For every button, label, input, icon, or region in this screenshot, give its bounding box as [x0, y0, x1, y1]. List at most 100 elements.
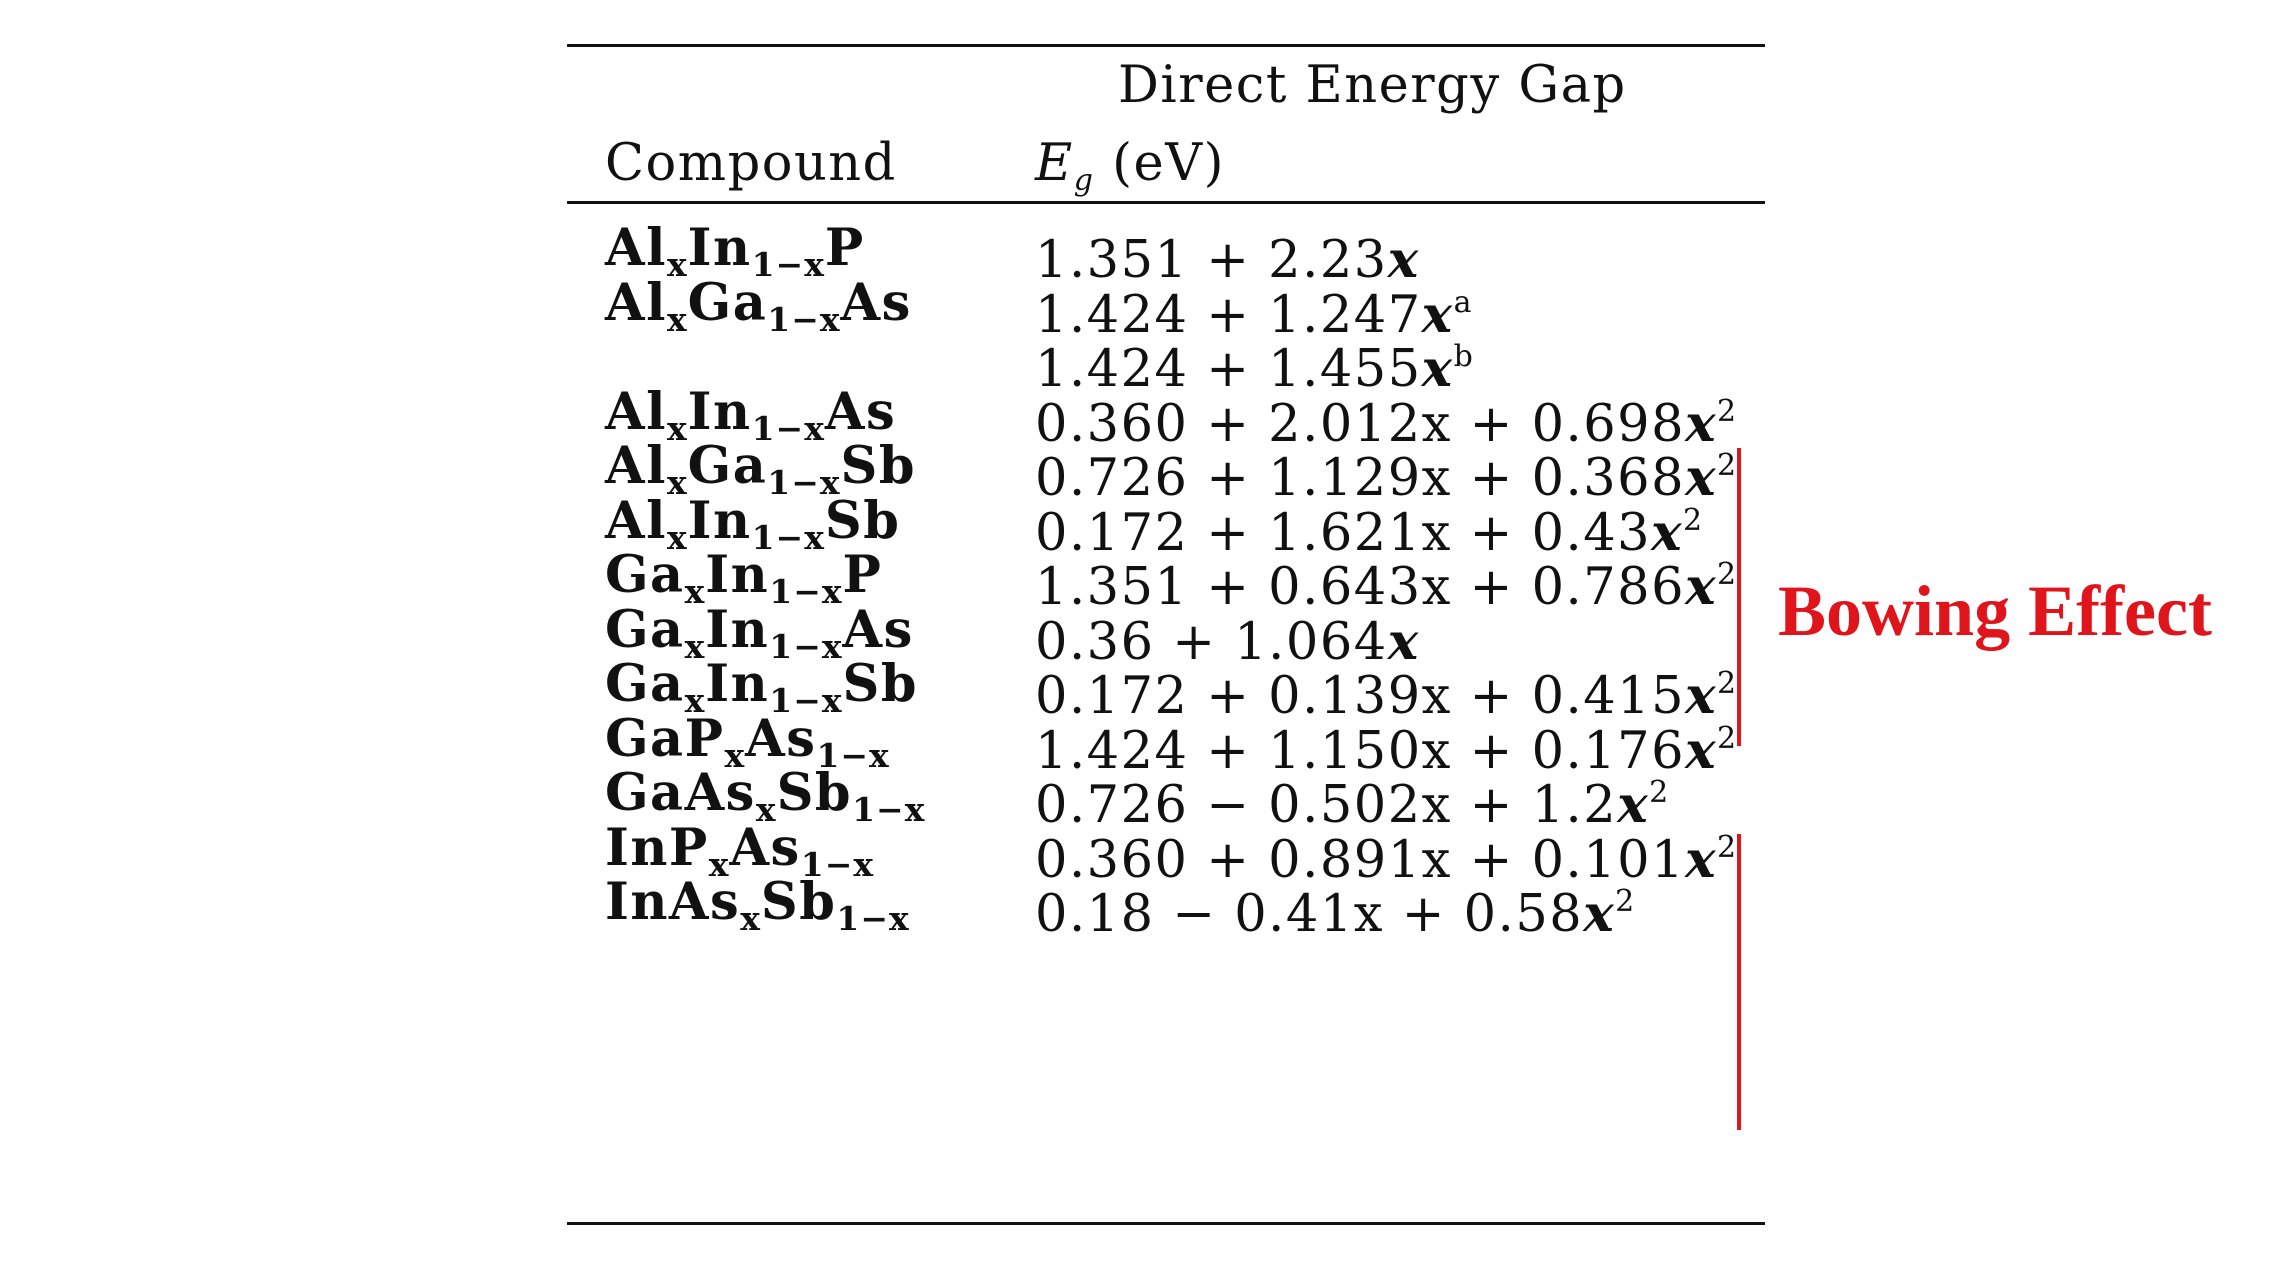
compound-subscript-2: 1−x — [751, 409, 825, 448]
compound-subscript-1: x — [724, 736, 746, 775]
compound-element-2: In — [687, 491, 752, 551]
compound-subscript-2: 1−x — [852, 790, 926, 829]
compound-subscript-1: x — [684, 681, 706, 720]
expression-variable: x — [1685, 721, 1717, 781]
compound-cell: GaxIn1−xSb — [605, 654, 918, 731]
compound-cell: AlxIn1−xAs — [605, 382, 896, 459]
compound-subscript-2: 1−x — [767, 300, 841, 339]
expression-terms: 0.172 + 0.139x + 0.415 — [1035, 667, 1686, 726]
compound-element-2: In — [705, 600, 770, 660]
compound-element-3: As — [824, 382, 897, 442]
compound-element-3: As — [840, 273, 912, 333]
compound-element-1: Al — [605, 218, 667, 278]
expression-variable: x — [1617, 775, 1650, 835]
expression-superscript: a — [1453, 285, 1473, 320]
expression-superscript: b — [1453, 339, 1475, 374]
compound-element-1: GaAs — [605, 763, 756, 823]
compound-element-2: As — [745, 709, 817, 769]
compound-subscript-2: 1−x — [769, 681, 843, 720]
compound-element-2: In — [687, 382, 752, 442]
bowing-bracket-upper — [1737, 448, 1741, 746]
expression-variable: x — [1685, 666, 1717, 726]
compound-subscript-2: 1−x — [816, 736, 890, 775]
expression-terms: 0.360 + 2.012x + 0.698 — [1035, 395, 1686, 454]
expression-terms: 1.351 + 2.23 — [1035, 231, 1388, 290]
compound-element-1: Ga — [605, 545, 685, 605]
compound-element-1: Al — [605, 382, 667, 442]
expression-variable: x — [1685, 830, 1717, 890]
compound-element-2: In — [705, 654, 770, 714]
expression-superscript: 2 — [1615, 884, 1636, 919]
expression-superscript: 2 — [1717, 557, 1738, 592]
energy-gap-expression: 0.360 + 2.012x + 0.698x2 — [1035, 382, 1738, 455]
compound-element-2: As — [729, 818, 801, 878]
compound-subscript-1: x — [666, 518, 688, 557]
energy-gap-expression: 0.360 + 0.891x + 0.101x2 — [1035, 818, 1738, 891]
compound-element-3: P — [824, 218, 865, 278]
expression-terms: 1.351 + 0.643x + 0.786 — [1035, 558, 1686, 617]
compound-cell: InAsxSb1−x — [605, 872, 910, 949]
expression-terms: 0.36 + 1.064 — [1035, 613, 1388, 672]
bowing-bracket-lower — [1737, 834, 1741, 1130]
energy-gap-expression: 0.726 + 1.129x + 0.368x2 — [1035, 436, 1738, 509]
energy-gap-expression: 1.351 + 0.643x + 0.786x2 — [1035, 545, 1738, 618]
energy-gap-expression: 1.424 + 1.150x + 0.176x2 — [1035, 709, 1738, 782]
header-direct-energy-gap: Direct Energy Gap — [1118, 56, 1627, 115]
compound-element-3: P — [842, 545, 883, 605]
energy-gap-expression: 1.424 + 1.455xb — [1035, 327, 1474, 400]
expression-superscript: 2 — [1683, 503, 1704, 538]
compound-element-2: Sb — [776, 763, 853, 823]
compound-element-3: Sb — [824, 491, 901, 551]
compound-element-2: Ga — [687, 436, 768, 496]
compound-subscript-1: x — [666, 409, 688, 448]
bowing-effect-label: Bowing Effect — [1778, 571, 2212, 651]
energy-gap-expression: 0.172 + 1.621x + 0.43x2 — [1035, 491, 1704, 564]
eg-unit: (eV) — [1094, 134, 1225, 193]
expression-superscript: 2 — [1717, 721, 1738, 756]
compound-cell: GaPxAs1−x — [605, 709, 890, 786]
expression-variable: x — [1421, 339, 1454, 399]
compound-subscript-2: 1−x — [836, 899, 910, 938]
expression-superscript: 2 — [1717, 830, 1738, 865]
energy-gap-expression: 1.424 + 1.247xa — [1035, 273, 1473, 346]
expression-terms: 0.726 − 0.502x + 1.2 — [1035, 776, 1618, 835]
compound-subscript-1: x — [684, 627, 706, 666]
energy-gap-expression: 0.36 + 1.064x — [1035, 600, 1420, 673]
compound-element-3: Sb — [842, 654, 919, 714]
expression-terms: 0.726 + 1.129x + 0.368 — [1035, 449, 1686, 508]
compound-subscript-1: x — [755, 790, 777, 829]
expression-variable: x — [1387, 612, 1420, 672]
expression-terms: 0.172 + 1.621x + 0.43 — [1035, 504, 1652, 563]
compound-subscript-1: x — [666, 245, 688, 284]
header-compound: Compound — [605, 134, 897, 193]
compound-subscript-2: 1−x — [769, 627, 843, 666]
compound-subscript-2: 1−x — [769, 572, 843, 611]
compound-subscript-2: 1−x — [767, 463, 841, 502]
expression-variable: x — [1421, 285, 1454, 345]
expression-terms: 1.424 + 1.247 — [1035, 286, 1422, 345]
compound-subscript-2: 1−x — [751, 518, 825, 557]
expression-terms: 1.424 + 1.455 — [1035, 340, 1422, 399]
expression-terms: 0.18 − 0.41x + 0.58 — [1035, 885, 1584, 944]
compound-element-1: Al — [605, 436, 667, 496]
bottom-rule — [567, 1222, 1765, 1225]
expression-terms: 0.360 + 0.891x + 0.101 — [1035, 831, 1686, 890]
expression-variable: x — [1685, 557, 1717, 617]
compound-element-1: InAs — [605, 872, 741, 932]
eg-subscript: g — [1073, 163, 1095, 198]
compound-element-2: In — [687, 218, 752, 278]
top-rule — [567, 44, 1765, 47]
compound-subscript-1: x — [666, 300, 688, 339]
expression-variable: x — [1387, 230, 1420, 290]
compound-subscript-1: x — [740, 899, 761, 938]
compound-element-1: InP — [605, 818, 709, 878]
compound-element-2: In — [705, 545, 770, 605]
compound-subscript-2: 1−x — [751, 245, 825, 284]
compound-subscript-1: x — [684, 572, 706, 611]
expression-variable: x — [1583, 884, 1616, 944]
compound-element-2: Ga — [687, 273, 768, 333]
compound-subscript-1: x — [666, 463, 688, 502]
compound-element-1: GaP — [605, 709, 725, 769]
compound-element-2: Sb — [760, 872, 837, 932]
eg-symbol: E — [1035, 134, 1074, 193]
